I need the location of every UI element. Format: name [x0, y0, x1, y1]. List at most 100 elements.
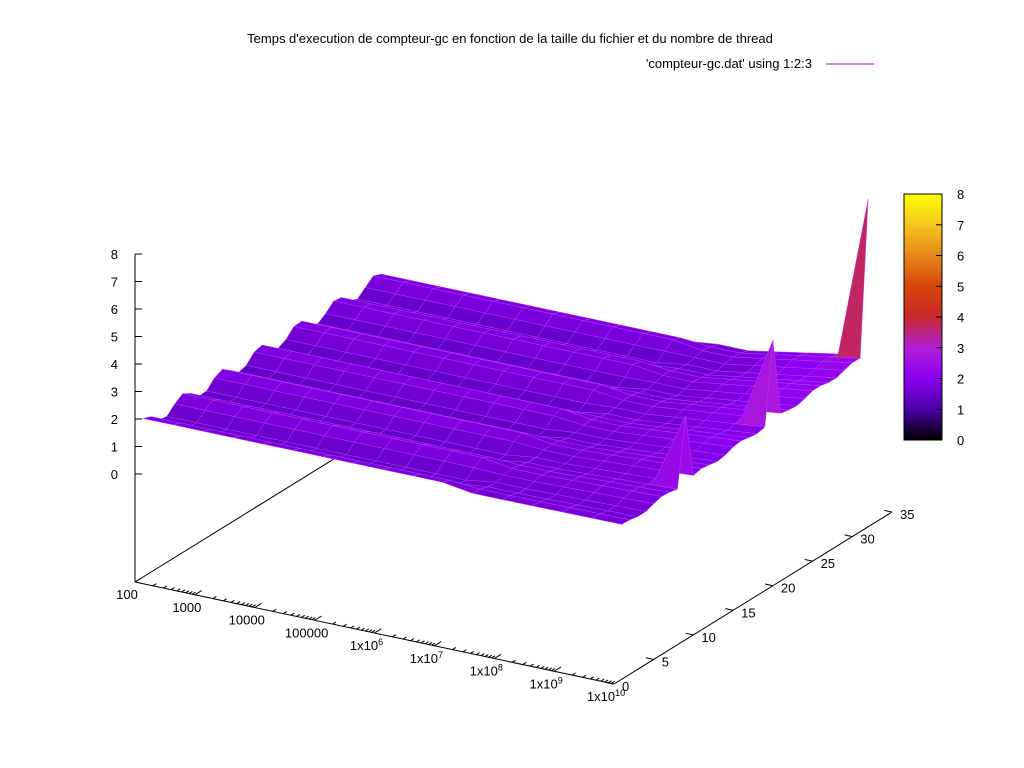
- colorbar-tick-label: 8: [957, 187, 964, 202]
- x-tick: [470, 650, 475, 654]
- x-tick: [491, 655, 496, 659]
- x-tick: [332, 621, 337, 625]
- y-tick-label: 30: [860, 532, 874, 547]
- x-tick: [191, 591, 196, 595]
- colorbar-tick-label: 0: [957, 433, 964, 448]
- x-tick-label: 1x106: [350, 637, 383, 653]
- y-tick: [685, 632, 694, 636]
- x-tick: [553, 666, 562, 672]
- colorbar-tick-label: 2: [957, 372, 964, 387]
- y-tick: [844, 534, 853, 538]
- z-tick-label: 3: [111, 385, 118, 400]
- x-tick-exp: 10: [615, 688, 625, 698]
- colorbar-tick-label: 3: [957, 341, 964, 356]
- z-tick-label: 4: [111, 357, 118, 372]
- x-tick: [364, 628, 369, 632]
- x-tick: [428, 641, 433, 645]
- x-tick: [194, 590, 202, 596]
- y-tick: [645, 657, 654, 660]
- z-tick-label: 2: [111, 412, 118, 427]
- x-tick: [301, 614, 306, 618]
- x-tick: [548, 667, 552, 671]
- x-tick-label: 1x108: [470, 663, 503, 679]
- x-tick-exp: 6: [378, 637, 383, 647]
- x-tick: [480, 653, 485, 657]
- x-tick: [163, 585, 168, 589]
- x-tick: [368, 629, 373, 633]
- z-tick-label: 5: [111, 330, 118, 345]
- y-tick: [884, 509, 893, 513]
- x-tick: [230, 599, 235, 603]
- x-tick: [342, 623, 347, 627]
- x-tick: [410, 638, 415, 642]
- colorbar-tick-label: 7: [957, 218, 964, 233]
- x-tick-base: 10000: [229, 613, 265, 628]
- x-tick: [251, 604, 256, 608]
- x-tick: [604, 679, 609, 683]
- x-tick: [512, 659, 516, 663]
- x-tick: [589, 676, 594, 680]
- x-tick: [571, 672, 576, 676]
- y-tick-label: 20: [781, 581, 795, 596]
- colorbar-ticks: 0 1 2 3 4 5 6 7 8: [936, 187, 964, 448]
- x-tick: [356, 626, 361, 630]
- x-tick: [600, 678, 605, 682]
- y-tick-label: 35: [900, 507, 914, 522]
- x-tick: [290, 612, 295, 616]
- x-tick: [551, 668, 556, 672]
- x-tick-label: 100000: [285, 625, 328, 640]
- x-tick: [416, 639, 421, 643]
- x-tick-exp: 8: [498, 663, 503, 673]
- x-tick: [308, 616, 313, 620]
- chart-title: Temps d'execution de compteur-gc en fonc…: [247, 31, 773, 46]
- x-tick-label: 1x107: [410, 650, 443, 666]
- x-tick: [493, 653, 502, 659]
- y-tick: [606, 681, 615, 685]
- x-tick: [254, 602, 262, 608]
- x-tick: [488, 654, 493, 658]
- z-tick-label: 0: [111, 467, 118, 482]
- x-tick: [452, 647, 457, 651]
- x-tick: [248, 603, 253, 607]
- x-tick-label: 1x1010: [587, 688, 625, 704]
- colorbar-tick-label: 6: [957, 249, 964, 264]
- x-tick-base: 1x10: [410, 651, 438, 666]
- y-tick-label: 15: [741, 605, 755, 620]
- y-tick: [764, 583, 773, 587]
- x-tick: [595, 677, 600, 681]
- y-tick: [725, 608, 734, 611]
- x-tick: [314, 615, 322, 621]
- colorbar-tick-label: 5: [957, 279, 964, 294]
- x-tick-base: 100000: [285, 625, 328, 640]
- x-tick: [296, 613, 301, 617]
- x-tick: [434, 641, 442, 647]
- x-tick-base: 1x10: [470, 664, 498, 679]
- x-tick: [462, 649, 467, 653]
- x-tick-base: 1000: [172, 600, 201, 615]
- y-tick-label: 0: [622, 679, 629, 694]
- x-tick: [185, 590, 190, 594]
- x-tick-base: 1x10: [587, 689, 615, 704]
- x-tick: [360, 627, 365, 631]
- x-tick: [176, 588, 181, 592]
- x-tick: [424, 641, 429, 645]
- legend-label: 'compteur-gc.dat' using 1:2:3: [646, 56, 812, 71]
- x-tick-base: 100: [116, 587, 138, 602]
- x-tick: [374, 628, 382, 634]
- x-tick: [420, 640, 425, 644]
- surface-quad: [591, 513, 631, 525]
- x-tick: [283, 611, 287, 615]
- x-tick: [272, 608, 277, 612]
- x-tick: [540, 665, 545, 669]
- colorbar-tick-label: 1: [957, 402, 964, 417]
- surface-mesh: [142, 198, 869, 525]
- z-tick-label: 1: [111, 440, 118, 455]
- x-tick: [402, 636, 407, 640]
- x-tick: [535, 664, 540, 668]
- x-tick: [223, 598, 228, 602]
- x-tick: [475, 652, 480, 656]
- axis-ticks: [134, 253, 893, 685]
- colorbar: [903, 193, 943, 441]
- x-tick-label: 1x109: [530, 675, 563, 691]
- x-tick: [371, 629, 376, 633]
